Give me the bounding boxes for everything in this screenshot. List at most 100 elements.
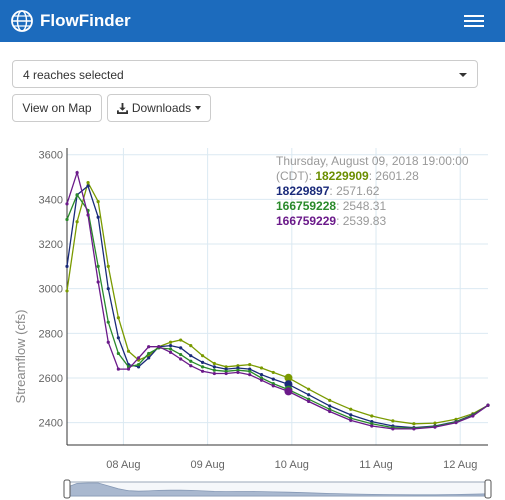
- highlight-point: [284, 373, 293, 382]
- data-point: [391, 427, 395, 431]
- data-point: [259, 376, 264, 380]
- data-point: [248, 367, 252, 371]
- data-point: [200, 369, 205, 373]
- data-point: [224, 371, 228, 376]
- data-point: [200, 354, 205, 358]
- legend-series-value: 2601.28: [375, 169, 419, 183]
- data-point: [236, 364, 240, 368]
- y-tick-label: 2800: [39, 328, 63, 340]
- streamflow-chart[interactable]: 2400 2600 2800 3000 3200 3400 3600 08 Aug 09 Aug…: [0, 140, 505, 500]
- legend-series-value: 2539.83: [342, 214, 387, 228]
- x-tick-label: 08 Aug: [106, 459, 140, 471]
- data-point: [65, 217, 69, 222]
- data-point: [433, 421, 437, 425]
- data-point: [259, 378, 264, 382]
- data-point: [168, 350, 173, 354]
- data-point: [224, 369, 228, 373]
- hamburger-menu-icon[interactable]: [462, 10, 486, 32]
- data-point: [179, 357, 183, 361]
- data-point: [433, 425, 437, 429]
- data-point: [307, 393, 311, 397]
- data-point: [65, 202, 69, 206]
- data-point: [189, 344, 193, 348]
- data-point: [116, 316, 120, 320]
- data-point: [96, 215, 100, 219]
- data-point: [412, 422, 416, 426]
- data-point: [349, 413, 353, 417]
- data-point: [168, 344, 173, 348]
- legend-entry: 166759228: 2548.31: [276, 199, 387, 213]
- chart-legend: Thursday, August 09, 2018 19:00:00 (CDT)…: [276, 154, 469, 229]
- data-point: [370, 422, 374, 426]
- brand[interactable]: FlowFinder: [10, 8, 131, 34]
- data-point: [168, 340, 173, 344]
- data-point: [86, 213, 90, 217]
- data-point: [65, 264, 69, 268]
- data-point: [471, 414, 475, 418]
- view-on-map-label: View on Map: [22, 101, 92, 115]
- data-point: [271, 381, 275, 386]
- range-handle-left[interactable]: [63, 479, 71, 499]
- app-title: FlowFinder: [40, 11, 131, 30]
- data-point: [200, 360, 205, 364]
- navbar: FlowFinder: [0, 0, 505, 42]
- data-point: [86, 184, 90, 188]
- data-point: [106, 320, 110, 324]
- data-point: [328, 409, 332, 414]
- view-on-map-button[interactable]: View on Map: [12, 94, 102, 122]
- data-point: [147, 345, 151, 349]
- data-point: [179, 352, 183, 357]
- downloads-button[interactable]: Downloads: [107, 94, 211, 122]
- data-point: [136, 363, 141, 367]
- x-tick-label: 10 Aug: [275, 459, 309, 471]
- data-point: [168, 347, 173, 351]
- series-line: [66, 193, 489, 429]
- y-axis-label: Streamflow (cfs): [13, 310, 28, 404]
- legend-entry: (CDT): 18229909: 2601.28: [276, 169, 419, 183]
- y-tick-label: 2400: [39, 418, 63, 430]
- data-point: [349, 407, 353, 411]
- data-point: [96, 264, 100, 268]
- y-tick-label: 3000: [39, 284, 63, 296]
- data-point: [200, 365, 205, 369]
- data-point: [96, 199, 100, 204]
- y-tick-label: 3200: [39, 239, 63, 251]
- data-point: [96, 280, 100, 284]
- data-point: [236, 368, 240, 372]
- data-point: [248, 373, 252, 377]
- data-point: [86, 181, 90, 185]
- reach-selector[interactable]: 4 reaches selected: [12, 60, 478, 88]
- x-tick-label: 09 Aug: [190, 459, 224, 471]
- data-point: [65, 289, 69, 293]
- data-point: [271, 384, 275, 388]
- data-point: [248, 363, 252, 367]
- data-point: [370, 414, 374, 418]
- data-point: [349, 418, 353, 423]
- legend-entry: 18229897: 2571.62: [276, 184, 380, 198]
- legend-series-id: 166759228: [276, 199, 337, 213]
- data-point: [307, 397, 311, 401]
- data-point: [179, 338, 183, 342]
- legend-entry: 166759229: 2539.83: [276, 214, 387, 228]
- globe-icon: [11, 10, 33, 32]
- data-point: [259, 366, 264, 370]
- data-point: [328, 407, 332, 411]
- legend-series-id: 18229909: [315, 169, 369, 183]
- caret-down-icon: [195, 106, 202, 110]
- legend-series-id: 166759229: [276, 214, 337, 228]
- data-point: [307, 399, 311, 404]
- data-point: [307, 387, 311, 391]
- legend-tz: (CDT):: [276, 169, 316, 183]
- range-handle-right[interactable]: [484, 479, 492, 499]
- data-point: [328, 398, 332, 402]
- data-point: [349, 416, 353, 420]
- data-point: [236, 366, 240, 370]
- download-icon: [116, 102, 128, 114]
- data-point: [75, 193, 79, 197]
- range-selector-preview: [66, 482, 489, 497]
- data-point: [370, 419, 374, 424]
- x-tick-label: 12 Aug: [443, 459, 477, 471]
- data-point: [116, 367, 120, 371]
- data-point: [259, 373, 264, 377]
- data-point: [136, 356, 141, 360]
